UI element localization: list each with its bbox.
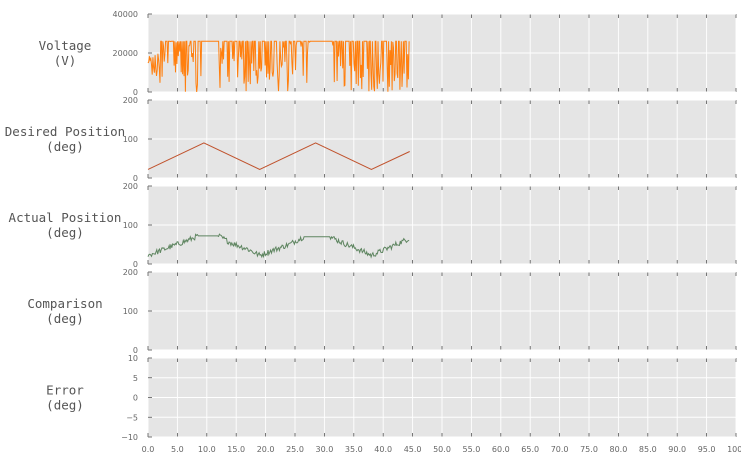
x-tick-label: 75.0: [580, 445, 598, 454]
y-tick-label: 200: [123, 96, 138, 105]
series-line: [147, 233, 410, 259]
y-tick-label: 200: [123, 182, 138, 191]
y-axis-label: Error: [46, 383, 84, 398]
panel-3: 0 100 200 Comparison(deg): [27, 268, 737, 355]
x-tick-label: 5.0: [171, 445, 184, 454]
y-tick-label: 100: [123, 221, 138, 230]
x-tick-label: 35.0: [345, 445, 363, 454]
panel-4: −10 −5 0 5 10 Error(deg) 0.0 5.0 10.0 15.0 20.0 25.…: [46, 354, 741, 454]
x-tick-label: 55.0: [462, 445, 480, 454]
series-line: [147, 142, 410, 170]
y-axis-label: Desired Position: [5, 124, 125, 139]
x-tick-label: 65.0: [521, 445, 539, 454]
y-axis-label: (V): [54, 53, 77, 68]
x-tick-label: 45.0: [404, 445, 422, 454]
y-tick-label: 40000: [113, 10, 138, 19]
y-tick-label: 100: [123, 307, 138, 316]
y-tick-label: 5: [133, 374, 138, 383]
x-tick-label: 10.0: [198, 445, 216, 454]
x-tick-label: 50.0: [433, 445, 451, 454]
y-tick-label: 0: [133, 174, 138, 183]
x-tick-label: 70.0: [551, 445, 569, 454]
panel-0: 0 20000 40000 Voltage(V): [39, 10, 737, 97]
x-tick-label: 20.0: [257, 445, 275, 454]
y-axis-label: (deg): [46, 398, 84, 413]
y-axis-label: Voltage: [39, 38, 92, 53]
y-tick-label: 10: [128, 354, 138, 363]
y-tick-label: 0: [133, 260, 138, 269]
y-tick-label: 0: [133, 88, 138, 97]
y-tick-label: 0: [133, 346, 138, 355]
x-tick-label: 100.: [727, 445, 741, 454]
y-tick-label: −10: [121, 433, 138, 442]
y-tick-label: 100: [123, 135, 138, 144]
y-axis-label: Actual Position: [9, 210, 122, 225]
x-tick-label: 25.0: [286, 445, 304, 454]
y-axis-label: (deg): [46, 311, 84, 326]
x-tick-label: 80.0: [609, 445, 627, 454]
x-tick-label: 90.0: [668, 445, 686, 454]
panel-1: 0 100 200 Desired Position(deg): [5, 96, 737, 183]
x-tick-label: 15.0: [227, 445, 245, 454]
x-tick-label: 85.0: [639, 445, 657, 454]
y-tick-label: 200: [123, 268, 138, 277]
x-tick-label: 95.0: [698, 445, 716, 454]
x-tick-label: 60.0: [492, 445, 510, 454]
y-axis-label: Comparison: [27, 296, 102, 311]
y-tick-label: 20000: [113, 49, 138, 58]
y-tick-label: −5: [126, 413, 138, 422]
x-tick-label: 40.0: [374, 445, 392, 454]
y-tick-label: 0: [133, 394, 138, 403]
y-axis-label: (deg): [46, 225, 84, 240]
series-line: [147, 40, 410, 92]
x-tick-label: 0.0: [142, 445, 155, 454]
y-axis-label: (deg): [46, 139, 84, 154]
x-tick-label: 30.0: [315, 445, 333, 454]
panel-2: 0 100 200 Actual Position(deg): [9, 182, 737, 269]
